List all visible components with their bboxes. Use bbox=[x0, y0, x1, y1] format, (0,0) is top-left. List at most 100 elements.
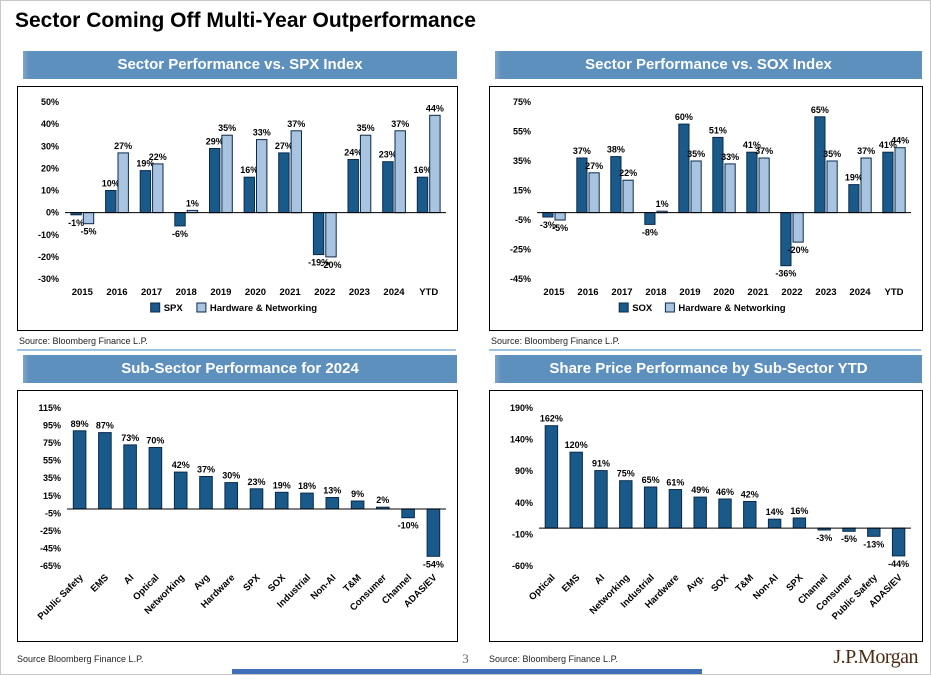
bar bbox=[758, 157, 770, 214]
y-tick-label: -60% bbox=[512, 561, 533, 571]
x-tick-label: 2023 bbox=[349, 287, 370, 298]
value-label: 37% bbox=[755, 146, 773, 156]
legend-label: SPX bbox=[164, 303, 184, 314]
y-tick-label: 20% bbox=[41, 163, 59, 173]
value-label: 162% bbox=[540, 414, 563, 424]
value-label: -8% bbox=[642, 227, 658, 237]
subsector-ytd-bar-chart: 190% 140% 90% 40% -10% -60% 162% 120% 91% 75% 65% 6… bbox=[510, 403, 911, 622]
value-label: -13% bbox=[863, 539, 884, 549]
x-tick-label: SOX bbox=[709, 572, 731, 594]
bar bbox=[724, 163, 736, 214]
divider bbox=[17, 349, 456, 351]
bar bbox=[643, 486, 658, 529]
y-tick-label: 190% bbox=[510, 403, 533, 413]
x-tick-label: 2023 bbox=[815, 287, 836, 298]
bar bbox=[82, 212, 95, 225]
bar bbox=[690, 160, 702, 214]
bar bbox=[678, 123, 690, 214]
y-tick-label: 140% bbox=[510, 435, 533, 445]
value-label: 9% bbox=[351, 489, 364, 499]
x-tick-label: 2018 bbox=[176, 287, 197, 298]
value-label: 89% bbox=[71, 419, 89, 429]
x-tick-label: EMS bbox=[89, 572, 111, 594]
bar bbox=[780, 212, 792, 267]
bar bbox=[347, 159, 359, 214]
y-tick-label: 35% bbox=[513, 156, 531, 166]
y-tick-label: 35% bbox=[43, 473, 61, 483]
legend-swatch bbox=[150, 302, 161, 313]
value-label: 35% bbox=[218, 123, 236, 133]
y-tick-label: -30% bbox=[38, 274, 59, 284]
bar bbox=[891, 527, 906, 557]
value-label: -6% bbox=[172, 229, 188, 239]
value-label: 18% bbox=[298, 481, 316, 491]
footer-source-left: Source Bloomberg Finance L.P. bbox=[17, 654, 144, 664]
x-tick-label: 2019 bbox=[210, 287, 231, 298]
bar bbox=[394, 130, 406, 214]
bar bbox=[542, 212, 554, 218]
bar bbox=[98, 432, 112, 510]
page-footer: Source Bloomberg Finance L.P. 3 Source: … bbox=[1, 646, 930, 672]
bar bbox=[693, 496, 707, 529]
legend-label: Hardware & Networking bbox=[210, 303, 317, 314]
value-label: 22% bbox=[619, 168, 637, 178]
chart-panel-subsector-2024: Sub-Sector Performance for 2024 115% 95% 7… bbox=[17, 355, 458, 644]
value-label: -20% bbox=[788, 245, 809, 255]
value-label: 22% bbox=[149, 152, 167, 162]
y-tick-label: -45% bbox=[40, 543, 61, 553]
bar bbox=[544, 425, 559, 529]
value-label: 19% bbox=[845, 173, 863, 183]
bar bbox=[894, 147, 906, 214]
bar bbox=[622, 179, 634, 214]
y-tick-label: 115% bbox=[38, 403, 61, 413]
y-tick-label: 95% bbox=[43, 421, 61, 431]
value-label: 37% bbox=[287, 119, 305, 129]
bar bbox=[312, 212, 325, 256]
x-tick-label: Non-AI bbox=[751, 572, 781, 602]
x-tick-label: 2024 bbox=[849, 287, 871, 298]
x-tick-label: 2024 bbox=[383, 287, 405, 298]
y-tick-label: 75% bbox=[43, 438, 61, 448]
chart-panel-sox: Sector Performance vs. SOX Index 75% 55% 3… bbox=[489, 51, 923, 351]
value-label: 35% bbox=[823, 149, 841, 159]
legend-swatch bbox=[196, 302, 207, 313]
value-label: -5% bbox=[80, 227, 96, 237]
footer-source-right: Source: Bloomberg Finance L.P. bbox=[489, 654, 618, 664]
value-label: -3% bbox=[540, 220, 556, 230]
y-tick-label: -5% bbox=[515, 215, 531, 225]
value-label: -5% bbox=[552, 223, 568, 233]
bar bbox=[174, 212, 186, 227]
value-label: 24% bbox=[344, 148, 362, 158]
y-tick-label: -10% bbox=[38, 230, 59, 240]
bar bbox=[610, 156, 622, 214]
chart-area: 115% 95% 75% 55% 35% 15% -5% -25% -45% -65% 89% 87%… bbox=[17, 390, 458, 642]
source-note: Source: Bloomberg Finance L.P. bbox=[491, 336, 620, 346]
bar bbox=[792, 517, 807, 529]
y-tick-label: -20% bbox=[38, 252, 59, 262]
bar bbox=[668, 489, 683, 529]
bar bbox=[743, 501, 757, 529]
bar bbox=[401, 508, 415, 519]
x-tick-label: Avg bbox=[192, 572, 212, 592]
value-label: 70% bbox=[146, 436, 164, 446]
page-title: Sector Coming Off Multi-Year Outperforma… bbox=[15, 9, 476, 32]
bar bbox=[826, 160, 838, 214]
value-label: 10% bbox=[102, 179, 120, 189]
x-tick-label: 2015 bbox=[72, 287, 94, 298]
y-tick-label: 50% bbox=[41, 97, 59, 107]
bar bbox=[139, 170, 152, 214]
bar bbox=[746, 151, 758, 214]
value-label: 87% bbox=[96, 421, 114, 431]
jpmorgan-logo: J.P.Morgan bbox=[833, 646, 918, 668]
x-tick-label: 2018 bbox=[645, 287, 666, 298]
value-label: 19% bbox=[136, 159, 154, 169]
value-label: 33% bbox=[721, 152, 739, 162]
chart-title-banner: Sub-Sector Performance for 2024 bbox=[23, 355, 457, 383]
bar bbox=[882, 151, 894, 214]
value-label: 44% bbox=[891, 136, 909, 146]
spx-vs-hardware-bar-chart: 50% 40% 30% 20% 10% 0% -10% -20% -30% -1% 10% 19% -6… bbox=[38, 97, 446, 314]
x-tick-label: 2016 bbox=[577, 287, 598, 298]
y-tick-label: 0% bbox=[46, 208, 59, 218]
value-label: -10% bbox=[398, 521, 419, 531]
